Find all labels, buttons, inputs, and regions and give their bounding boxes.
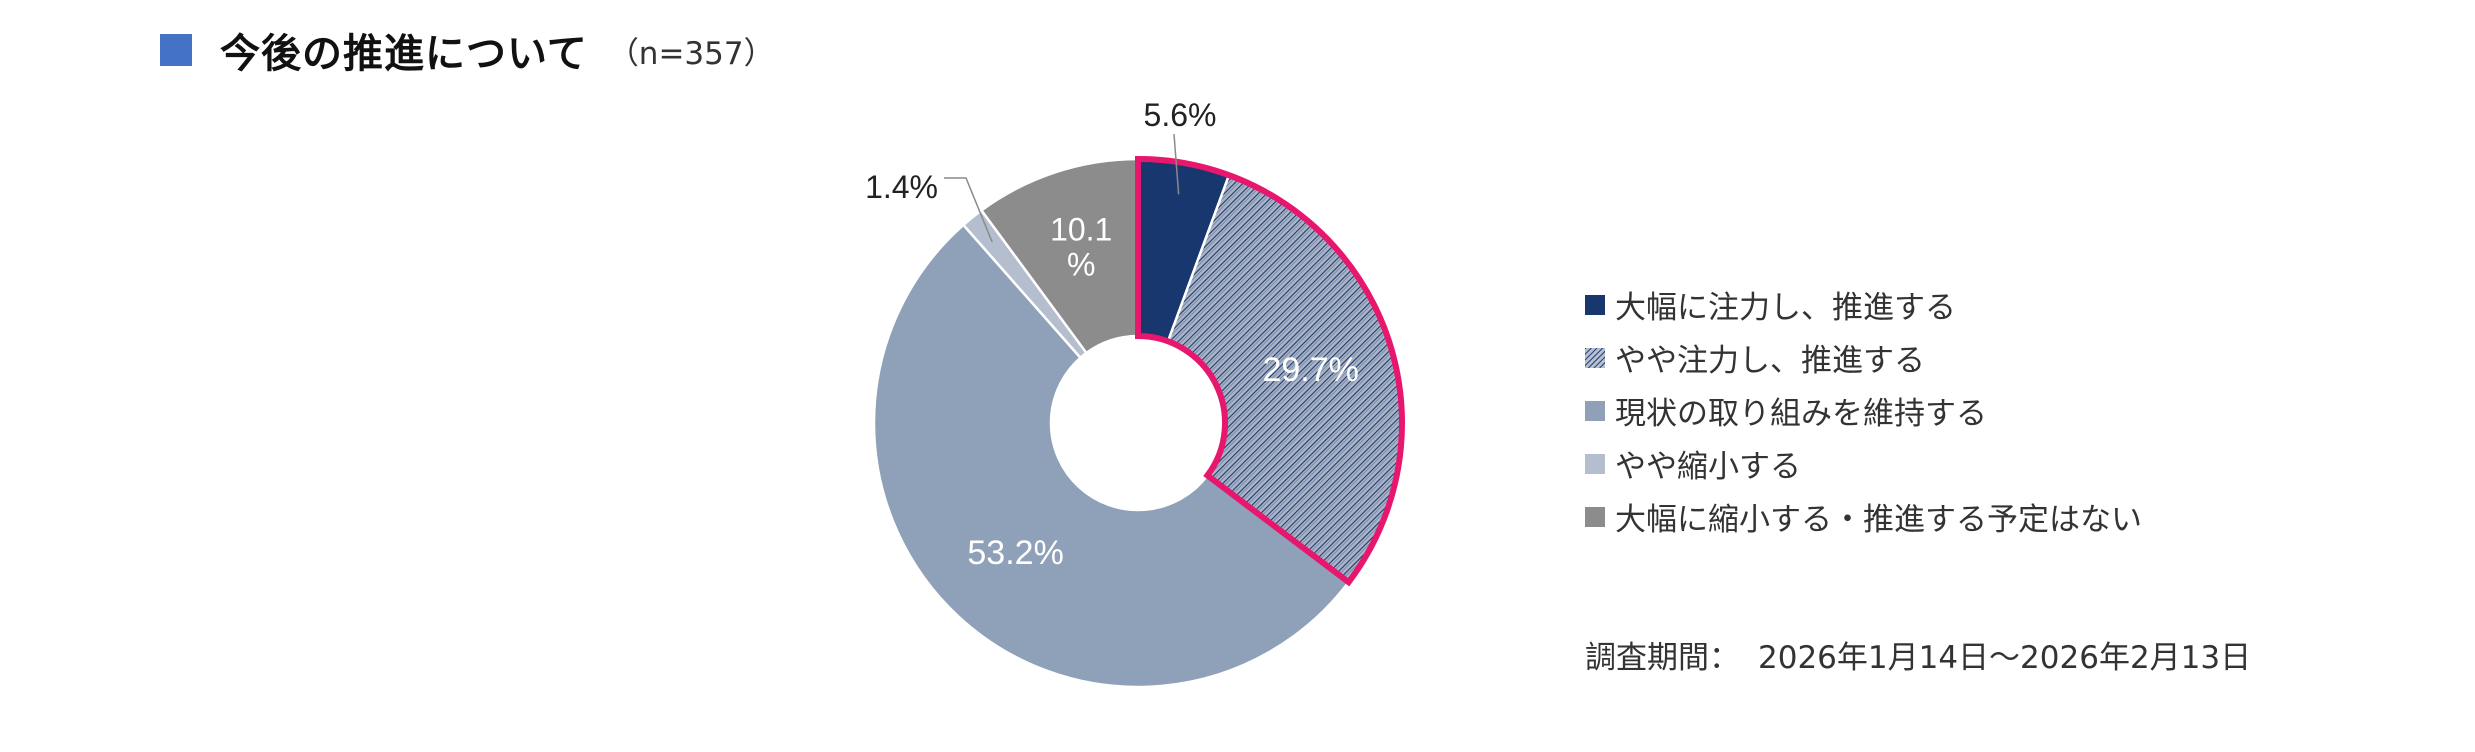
legend-item-1: 大幅に注力し、推進する (1585, 278, 2142, 331)
highlight-outline (1135, 155, 1405, 587)
title-square-icon (160, 34, 192, 66)
donut-slice-3 (872, 223, 1351, 689)
survey-period: 調査期間： 2026年1月14日～2026年2月13日 (1585, 632, 2251, 677)
donut-slice-5 (979, 157, 1140, 355)
legend-item-3: 現状の取り組みを維持する (1585, 384, 2142, 437)
legend-item-2: やや注力し、推進する (1585, 331, 2142, 384)
data-label-4: 1.4% (865, 169, 938, 205)
leader-line-1 (1173, 133, 1180, 195)
legend-label: 現状の取り組みを維持する (1615, 396, 1987, 432)
survey-period-label: 調査期間： (1585, 640, 1740, 676)
legend-item-4: やや縮小する (1585, 437, 2142, 490)
legend-swatch-icon (1585, 400, 1605, 421)
chart-title: 今後の推進について （n=357） (160, 22, 775, 78)
survey-period-value: 2026年1月14日～2026年2月13日 (1758, 640, 2252, 676)
data-label-1: 5.6% (1144, 97, 1217, 133)
legend-swatch-icon (1585, 453, 1605, 474)
data-label-5: 10.1% (1050, 212, 1112, 283)
legend-label: 大幅に注力し、推進する (1615, 290, 1956, 326)
leader-line-4 (944, 177, 993, 243)
legend-label: やや縮小する (1615, 449, 1801, 485)
legend-swatch-icon (1585, 294, 1605, 315)
data-label-3: 53.2% (967, 534, 1063, 572)
legend-label: やや注力し、推進する (1615, 343, 1925, 379)
legend-item-5: 大幅に縮小する・推進する予定はない (1585, 490, 2142, 543)
chart-title-text: 今後の推進について (220, 31, 588, 77)
legend: 大幅に注力し、推進する やや注力し、推進する現状の取り組みを維持する やや縮小する大… (1585, 278, 2142, 543)
legend-label: 大幅に縮小する・推進する予定はない (1615, 502, 2142, 538)
legend-swatch-icon (1585, 347, 1605, 368)
sample-size-label: （n=357） (607, 35, 775, 72)
data-label-2: 29.7% (1262, 351, 1358, 389)
legend-swatch-icon (1585, 506, 1605, 527)
